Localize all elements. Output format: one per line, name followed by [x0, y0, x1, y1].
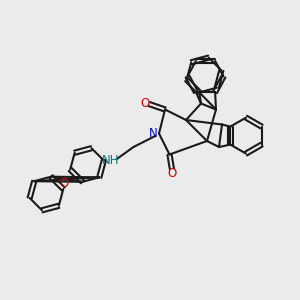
Text: O: O: [59, 177, 69, 190]
Text: O: O: [168, 167, 177, 180]
Text: O: O: [140, 97, 149, 110]
Text: NH: NH: [102, 154, 120, 167]
Text: N: N: [149, 127, 158, 140]
